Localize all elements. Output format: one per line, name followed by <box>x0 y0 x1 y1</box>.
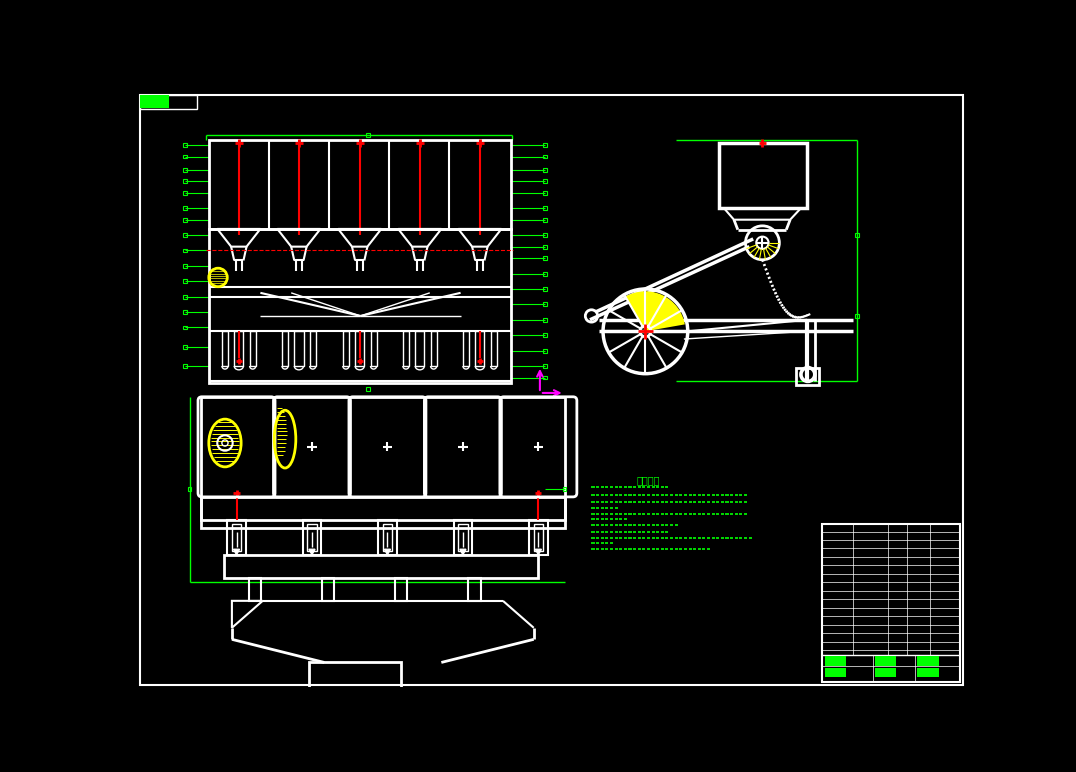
Bar <box>309 662 401 689</box>
Bar <box>141 96 168 107</box>
Bar <box>183 218 187 222</box>
Bar <box>395 577 408 601</box>
Bar <box>183 191 187 195</box>
Bar <box>183 168 187 171</box>
Bar <box>366 388 370 391</box>
Bar <box>543 272 548 276</box>
Bar <box>187 487 192 491</box>
Bar <box>855 314 859 318</box>
Bar <box>183 143 187 147</box>
Bar <box>563 487 566 491</box>
Bar <box>366 133 370 137</box>
Bar <box>529 520 548 554</box>
Bar <box>224 554 538 577</box>
Text: 技术要求: 技术要求 <box>636 476 660 486</box>
Polygon shape <box>309 549 315 554</box>
Bar <box>183 310 187 314</box>
Bar <box>232 524 241 550</box>
Bar <box>322 577 335 601</box>
Bar <box>209 229 511 383</box>
Bar <box>543 218 548 222</box>
Bar <box>543 256 548 260</box>
Bar <box>543 334 548 337</box>
Bar <box>183 279 187 283</box>
Bar <box>468 577 481 601</box>
Bar <box>917 656 938 665</box>
Bar <box>543 206 548 210</box>
Bar <box>383 524 392 550</box>
Wedge shape <box>625 291 684 331</box>
Bar <box>855 233 859 237</box>
Polygon shape <box>233 549 240 554</box>
Bar <box>201 497 565 520</box>
Bar <box>875 668 896 677</box>
Bar <box>543 179 548 183</box>
Bar <box>543 287 548 291</box>
Bar <box>825 668 847 677</box>
Polygon shape <box>535 549 541 554</box>
Bar <box>141 96 168 107</box>
Bar <box>183 249 187 252</box>
Bar <box>183 326 187 330</box>
Bar <box>534 524 543 550</box>
Bar <box>183 264 187 268</box>
Bar <box>308 524 316 550</box>
Bar <box>183 154 187 158</box>
Bar <box>543 376 548 380</box>
Bar <box>917 668 938 677</box>
Bar <box>183 364 187 368</box>
Bar <box>183 179 187 183</box>
Bar <box>183 295 187 299</box>
Bar <box>183 233 187 237</box>
Bar <box>458 524 467 550</box>
Bar <box>378 520 397 554</box>
Bar <box>183 206 187 210</box>
Bar <box>140 95 197 109</box>
Bar <box>227 520 245 554</box>
Bar <box>796 368 820 385</box>
Bar <box>543 318 548 322</box>
Bar <box>302 520 322 554</box>
Bar <box>543 191 548 195</box>
Polygon shape <box>384 549 391 554</box>
Bar <box>249 577 261 601</box>
Bar <box>209 141 511 229</box>
Bar <box>543 168 548 171</box>
Bar <box>543 349 548 353</box>
Bar <box>822 524 960 682</box>
Bar <box>454 520 472 554</box>
Bar <box>183 345 187 349</box>
Bar <box>719 143 807 208</box>
Bar <box>875 656 896 665</box>
Bar <box>825 656 847 665</box>
Bar <box>543 154 548 158</box>
Polygon shape <box>459 549 466 554</box>
Bar <box>543 233 548 237</box>
Bar <box>543 364 548 368</box>
Bar <box>543 303 548 306</box>
Bar <box>543 245 548 249</box>
Bar <box>201 397 565 528</box>
Bar <box>543 143 548 147</box>
